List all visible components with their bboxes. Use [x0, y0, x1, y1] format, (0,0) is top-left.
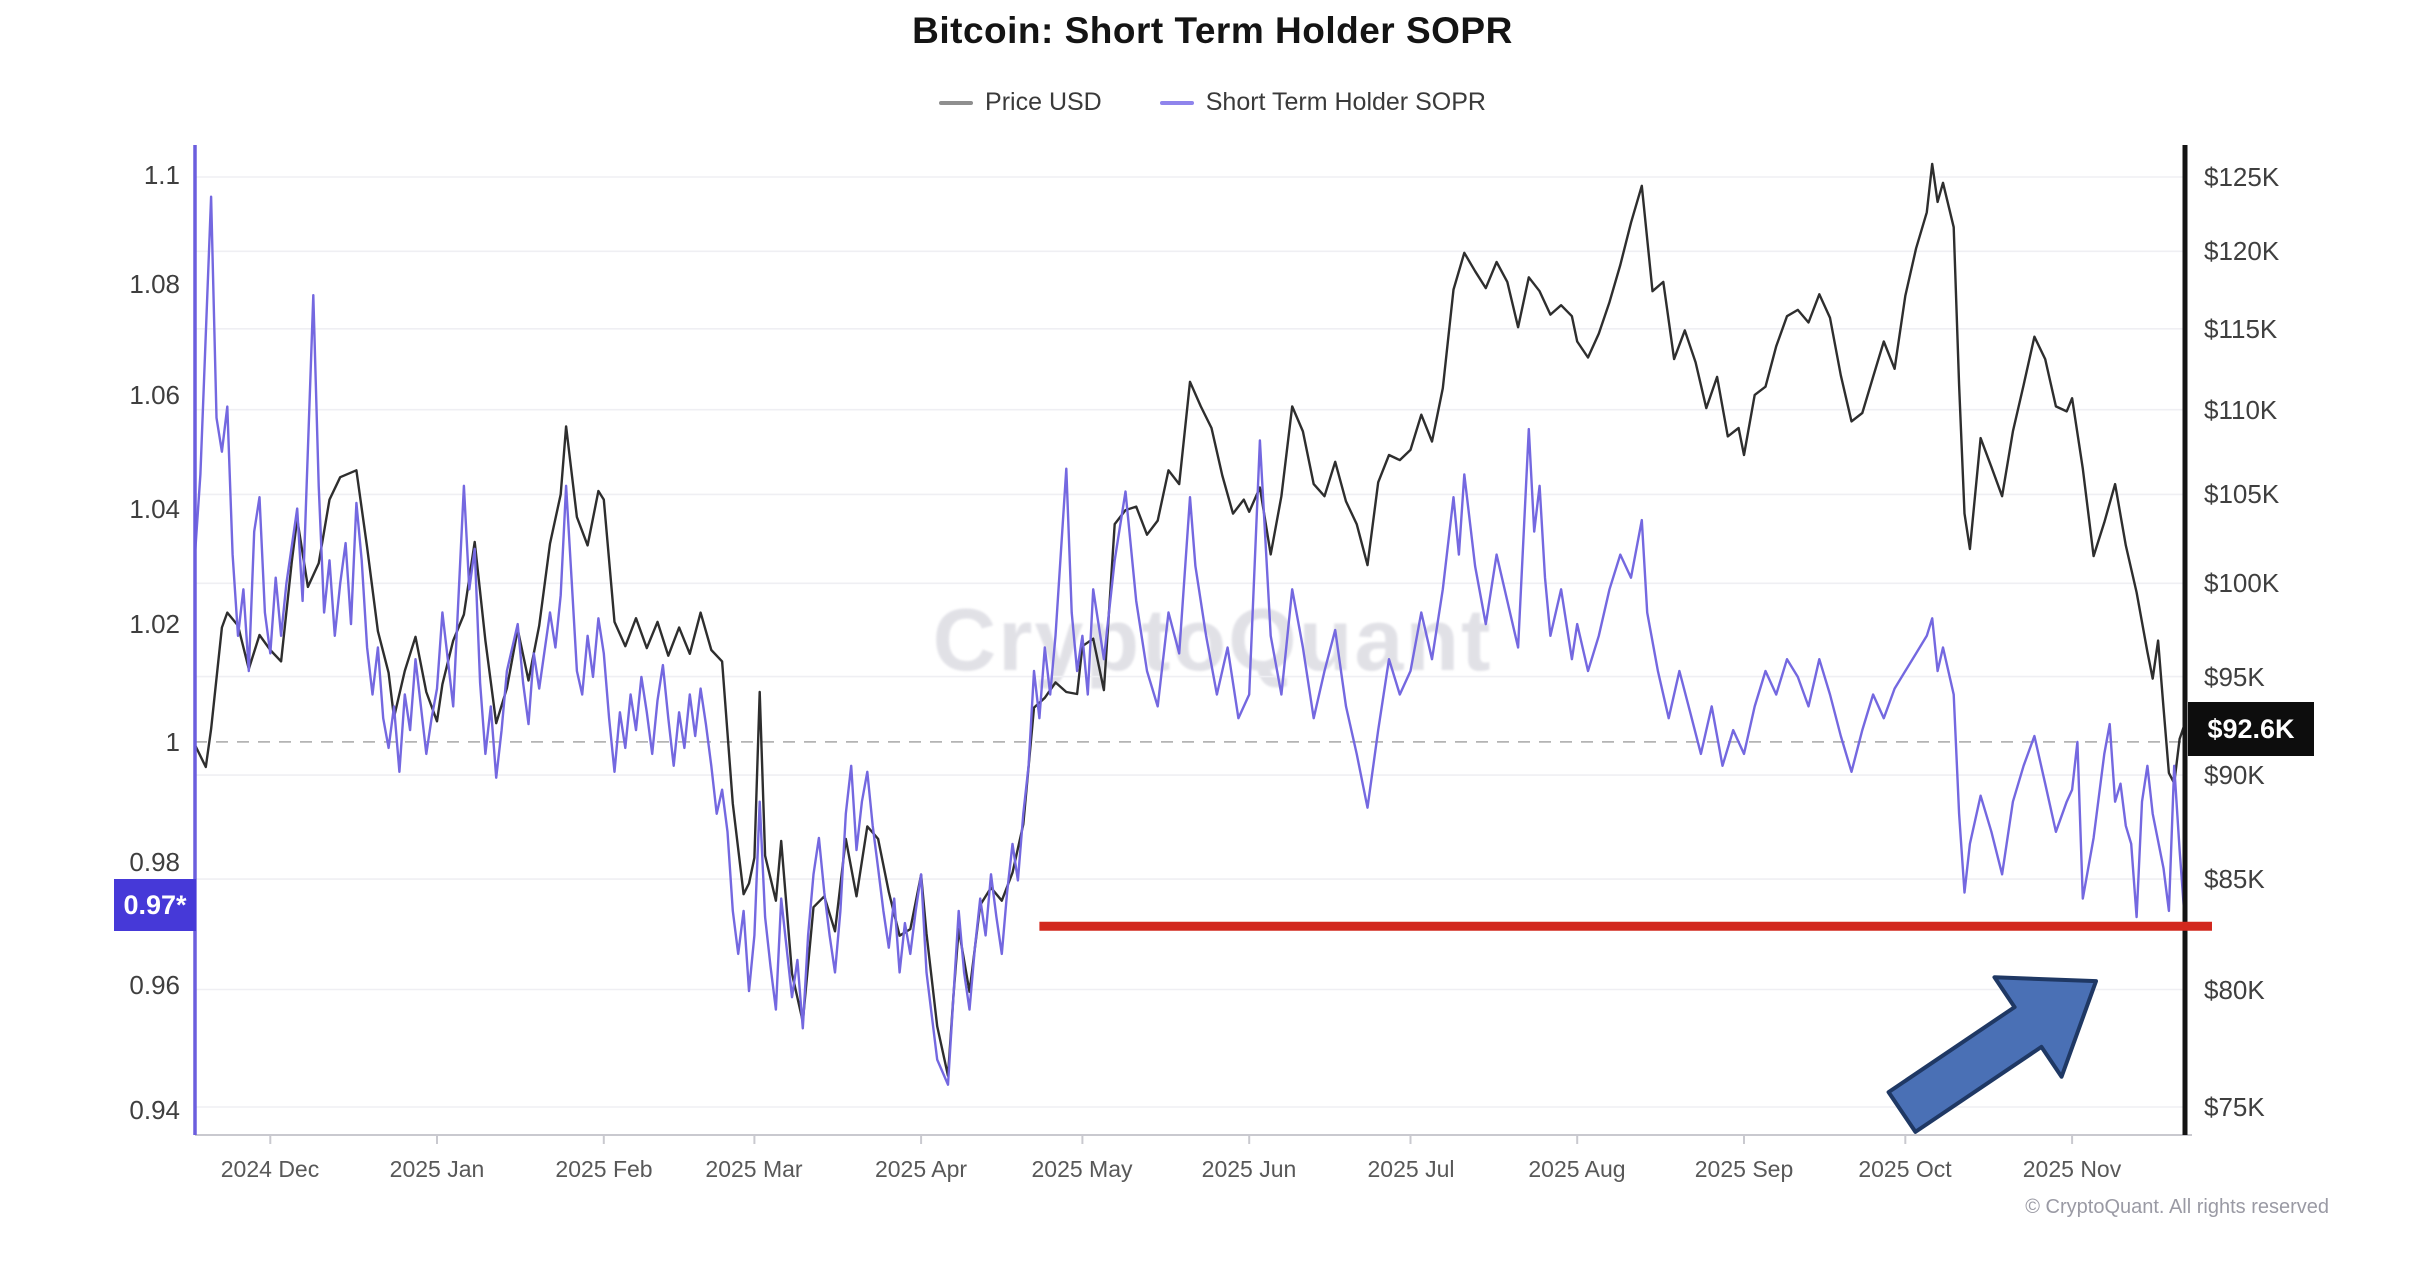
x-axis-tick-label: 2025 Apr — [874, 1156, 968, 1182]
right-axis-tick-label: $110K — [2204, 395, 2278, 425]
right-axis-tick-label: $90K — [2204, 760, 2265, 790]
x-axis-tick-labels: 2024 Dec 2025 Jan 2025 Feb 2025 Mar 2025 Apr… — [0, 1156, 2425, 1190]
right-axis-tick-label: $80K — [2204, 975, 2265, 1005]
x-axis-tick-label: 2025 Feb — [555, 1156, 653, 1182]
sopr-series-dash-icon — [1159, 100, 1194, 105]
x-axis-tick-label: 2025 Oct — [1858, 1156, 1952, 1182]
x-axis-tick-label: 2025 Aug — [1528, 1156, 1626, 1182]
right-axis-tick-label: $125K — [2204, 162, 2280, 192]
sopr-last-value-badge: 0.97* — [114, 879, 196, 931]
x-axis-tick-label: 2025 Jul — [1367, 1156, 1455, 1182]
price-series-dash-icon — [939, 100, 974, 105]
price-line-series — [193, 162, 2187, 1077]
price-last-value-badge: $92.6K — [2188, 702, 2314, 756]
x-axis-tick-label: 2025 Mar — [705, 1156, 803, 1182]
right-axis-tick-label: $115K — [2204, 314, 2278, 344]
x-axis-tick-label: 2025 Nov — [2022, 1156, 2122, 1182]
x-axis-tick-label: 2025 Jan — [389, 1156, 485, 1182]
chart-legend: Price USD Short Term Holder SOPR — [0, 88, 2425, 117]
left-axis-tick-label: 1 — [165, 727, 180, 757]
legend-label-sth-sopr: Short Term Holder SOPR — [1205, 88, 1486, 116]
left-axis-tick-label: 1.04 — [129, 494, 180, 524]
right-axis-tick-label: $95K — [2204, 662, 2265, 692]
sopr-line-series — [193, 195, 2187, 1086]
blue-arrow-icon — [1886, 975, 2098, 1134]
left-axis-tick-label: 0.98 — [129, 847, 180, 877]
left-axis-tick-label: 0.94 — [129, 1095, 180, 1125]
left-axis-tick-label: 0.96 — [129, 970, 180, 1000]
legend-item-sth-sopr[interactable]: Short Term Holder SOPR — [1159, 88, 1486, 117]
right-axis-tick-label: $105K — [2204, 479, 2280, 509]
x-axis-tick-label: 2025 Sep — [1694, 1156, 1794, 1182]
right-axis-tick-label: $100K — [2204, 568, 2280, 598]
copyright-notice: © CryptoQuant. All rights reserved — [2025, 1196, 2329, 1218]
page-title: Bitcoin: Short Term Holder SOPR — [912, 10, 1513, 51]
left-axis-tick-label: 1.02 — [129, 609, 180, 639]
x-axis-tick-label: 2024 Dec — [220, 1156, 320, 1182]
left-axis-tick-label: 1.1 — [143, 160, 180, 190]
legend-item-price-usd[interactable]: Price USD — [939, 88, 1102, 117]
legend-label-price-usd: Price USD — [985, 88, 1102, 116]
x-axis-tick-label: 2025 Jun — [1201, 1156, 1297, 1182]
left-axis-tick-label: 1.08 — [129, 269, 180, 299]
right-axis-tick-label: $120K — [2204, 236, 2280, 266]
left-axis-tick-label: 1.06 — [129, 380, 180, 410]
x-axis-tick-label: 2025 May — [1031, 1156, 1133, 1182]
right-axis-tick-label: $75K — [2204, 1092, 2265, 1122]
right-axis-tick-label: $85K — [2204, 864, 2265, 894]
